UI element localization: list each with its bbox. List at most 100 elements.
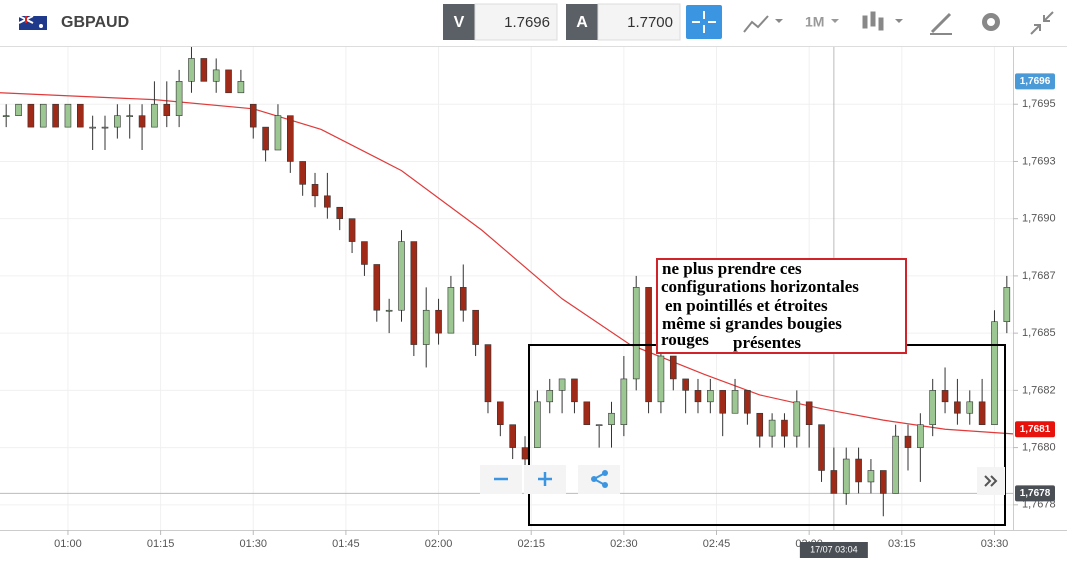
candle-body <box>76 103 84 128</box>
candle-body <box>954 401 961 414</box>
candle-body <box>966 401 974 414</box>
crosshair-button[interactable] <box>686 5 722 39</box>
candle-body <box>89 126 96 129</box>
x-tick-label: 03:15 <box>888 538 916 550</box>
highlight-box <box>528 344 1006 526</box>
y-tick-label: 1,7695 <box>1022 98 1056 110</box>
x-tick-label: 01:00 <box>54 538 82 550</box>
bid-box[interactable] <box>474 3 558 41</box>
ask-label: A <box>576 14 588 31</box>
candle-body <box>385 309 393 312</box>
candle-body <box>27 103 35 128</box>
candle-body <box>558 378 566 391</box>
zoom-out-button[interactable] <box>480 465 522 494</box>
candle-body <box>509 424 516 448</box>
x-tick-label: 02:15 <box>517 538 545 550</box>
candle-body <box>472 309 479 345</box>
candle-body <box>669 355 677 380</box>
candle-body <box>768 419 776 437</box>
candle-body <box>126 115 134 117</box>
candle-body <box>546 390 554 403</box>
candle-body <box>39 103 47 128</box>
y-tick-label: 1,7690 <box>1022 213 1056 225</box>
candle-body <box>422 309 430 345</box>
y-tick-label: 1,7693 <box>1022 155 1056 167</box>
candle-body <box>15 103 22 116</box>
candle-body <box>188 58 195 82</box>
x-tick-label: 02:00 <box>425 538 453 550</box>
collapse-button[interactable] <box>1030 11 1054 35</box>
candle-body <box>744 390 751 414</box>
candle-body <box>583 401 591 426</box>
candle-body <box>657 355 665 403</box>
candle-body <box>571 378 578 403</box>
candle-body <box>892 435 899 494</box>
x-tick-label: 02:45 <box>703 538 731 550</box>
x-tick-label: 01:45 <box>332 538 360 550</box>
symbol: GBPAUD <box>61 14 129 31</box>
candle-body <box>212 69 220 82</box>
candle-body <box>521 447 529 460</box>
bid-label: V <box>454 14 465 31</box>
y-tick-label: 1,7687 <box>1022 270 1056 282</box>
candle-body <box>756 412 764 437</box>
candle-body <box>287 115 294 162</box>
candle-body <box>1003 287 1011 322</box>
candle-body <box>867 470 875 483</box>
moving-average <box>0 92 1014 435</box>
candle-body <box>101 126 109 129</box>
candle-body <box>595 424 603 427</box>
candle-body <box>694 390 702 403</box>
candle-body <box>299 161 306 185</box>
candle-body <box>719 390 726 414</box>
draw-button[interactable] <box>930 12 952 35</box>
candle-body <box>904 435 912 448</box>
candle-body <box>534 401 541 448</box>
indicators-button[interactable] <box>743 15 783 33</box>
candle-body <box>459 287 467 311</box>
timeframe[interactable]: 1M <box>805 14 824 30</box>
candle-body <box>64 103 72 128</box>
candle-body <box>497 401 504 426</box>
candle-body <box>2 115 10 117</box>
candle-body <box>200 58 208 82</box>
price-tag-label: 1,7681 <box>1020 424 1051 435</box>
candle-body <box>991 321 998 426</box>
annotation-line: rouges <box>661 330 709 349</box>
price-axis <box>1013 47 1067 530</box>
y-tick-label: 1,7678 <box>1022 499 1056 511</box>
candle-body <box>830 470 838 494</box>
candle-body <box>398 241 405 311</box>
crosshair-time: 17/07 03:04 <box>810 544 858 554</box>
crosshair-time-tag <box>799 542 868 558</box>
y-tick-label: 1,7680 <box>1022 441 1056 453</box>
candle-body <box>682 378 689 391</box>
ask-box[interactable] <box>597 3 681 41</box>
candle-body <box>879 470 887 494</box>
scroll-right-button[interactable] <box>977 467 1005 495</box>
candle-body <box>249 103 257 128</box>
settings-button[interactable] <box>982 13 1000 31</box>
annotation-line: même si grandes bougies <box>662 314 842 333</box>
candle-body <box>818 424 825 471</box>
candle-body <box>484 344 492 403</box>
ask-tag[interactable] <box>566 4 598 40</box>
candle-body <box>163 103 171 116</box>
chart-type-button[interactable] <box>862 11 903 31</box>
candle-body <box>348 218 356 242</box>
x-tick-label: 02:30 <box>610 538 638 550</box>
ask-price: 1.7700 <box>627 14 673 31</box>
candle-body <box>917 424 924 448</box>
share-button[interactable] <box>578 465 620 494</box>
price-tag <box>1015 485 1055 502</box>
candle-body <box>731 390 739 414</box>
bid-price: 1.7696 <box>504 14 550 31</box>
candle-body <box>52 103 59 128</box>
candle-body <box>114 115 121 128</box>
zoom-in-button[interactable] <box>524 465 566 494</box>
candle-body <box>361 241 368 265</box>
candle-body <box>311 184 319 197</box>
bid-tag[interactable] <box>443 4 475 40</box>
candle-body <box>274 115 282 151</box>
